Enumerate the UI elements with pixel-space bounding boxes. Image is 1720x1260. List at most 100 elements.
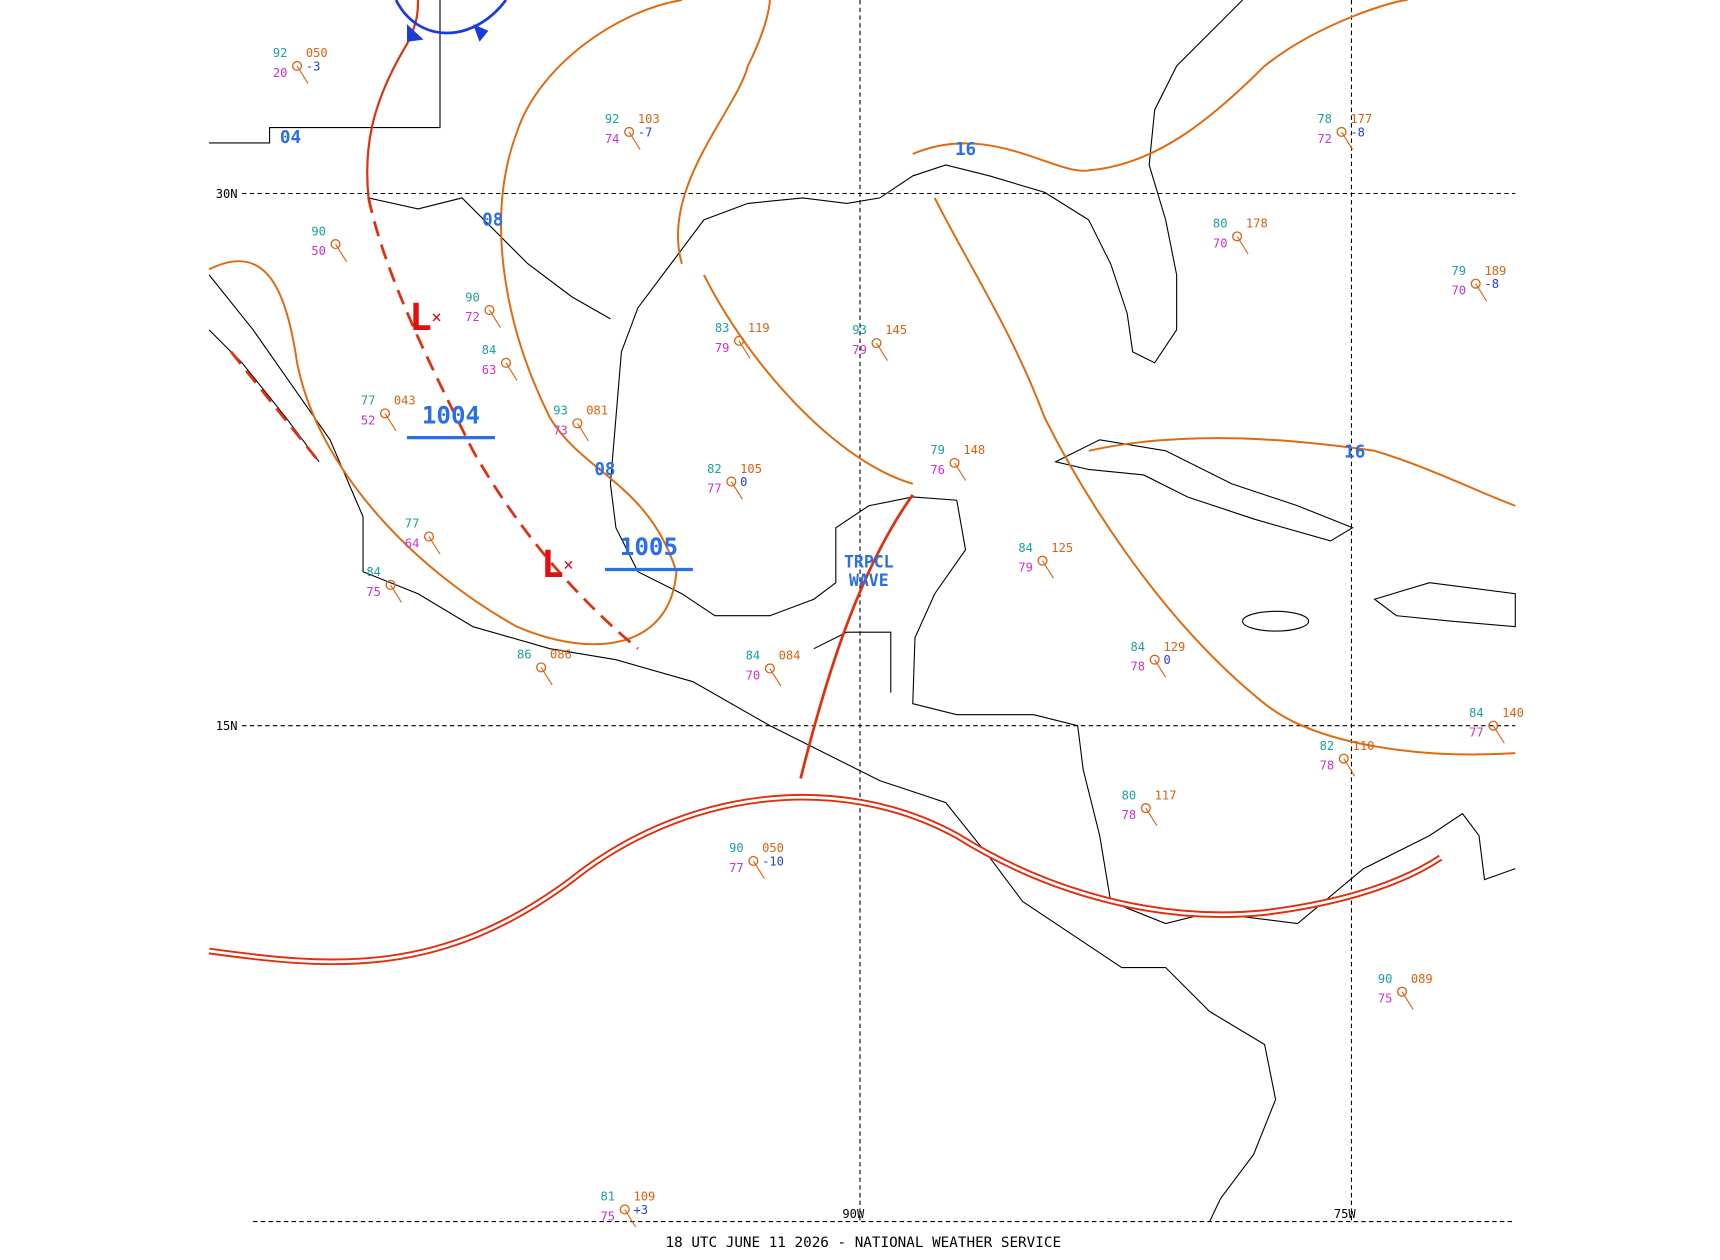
coastlines (208, 0, 1516, 1222)
station-temp: 77 (405, 517, 420, 531)
station-temp: 80 (1213, 217, 1228, 231)
analysis (208, 0, 1516, 966)
island (1242, 610, 1310, 632)
station (726, 476, 737, 487)
station-temp: 84 (1469, 706, 1484, 720)
station (536, 662, 547, 673)
station (949, 457, 960, 468)
station-dew: 72 (1317, 132, 1332, 146)
island (1054, 439, 1354, 542)
station-temp: 90 (311, 224, 326, 238)
pressure-value: 1004 (422, 401, 480, 429)
station-temp: 92 (273, 46, 288, 60)
station-dew: 77 (707, 482, 722, 496)
station-pres: 145 (885, 323, 907, 337)
station (871, 337, 882, 349)
station-dew: 70 (1452, 284, 1467, 298)
station-temp: 86 (517, 648, 532, 662)
coastline (609, 483, 1516, 925)
wind-barb (1492, 725, 1505, 744)
station-pres: 089 (1411, 972, 1433, 986)
station-temp: 80 (1122, 788, 1137, 802)
isobar (933, 197, 1516, 756)
station-temp: 82 (1320, 739, 1335, 753)
station (764, 663, 775, 674)
station-pres: 081 (586, 404, 608, 418)
station-dew: 75 (601, 1209, 616, 1223)
pressure-value: 1005 (620, 533, 678, 561)
station (1470, 278, 1481, 289)
station (385, 579, 396, 590)
wind-barb (505, 362, 518, 381)
station-dew: 50 (311, 244, 326, 258)
isobar (912, 0, 1408, 172)
station-dew: 77 (729, 861, 744, 875)
wind-barb (1475, 283, 1488, 302)
isobar (1088, 437, 1516, 507)
station-temp: 78 (1317, 112, 1332, 126)
station-temp: 83 (715, 321, 730, 335)
wind-barb (296, 65, 309, 84)
wind-barb (752, 860, 765, 879)
wind-barb (954, 462, 967, 481)
isobar-label: 08 (594, 460, 615, 480)
coastline (609, 0, 1244, 484)
station-pres: 119 (748, 321, 770, 335)
station (619, 1204, 630, 1215)
isobar (208, 0, 683, 646)
station-dew: 78 (1130, 660, 1145, 674)
wind-barb (624, 1209, 637, 1228)
wind-barb (428, 536, 441, 555)
station (624, 126, 635, 137)
wind-barb (335, 243, 348, 262)
station-temp: 90 (729, 841, 744, 855)
wind-barb (738, 340, 751, 359)
station (330, 239, 341, 250)
wind-barb (1401, 991, 1414, 1010)
grid: 30N 15N 90W 75W (216, 0, 1516, 1223)
lon-label: 75W (1334, 1207, 1357, 1221)
station-dew: 78 (1320, 759, 1335, 773)
station-pres: 103 (638, 112, 660, 126)
wave-label: TRPCL (844, 552, 894, 571)
station-pres: 125 (1051, 541, 1073, 555)
coastline (208, 329, 320, 463)
station-temp: 84 (746, 649, 761, 663)
footer: 18 UTC JUNE 11 2026 - NATIONAL WEATHER S… (666, 1235, 1062, 1251)
station-temp: 79 (930, 443, 945, 457)
station (484, 304, 495, 316)
station-dew: 70 (746, 668, 761, 682)
wind-barb (769, 668, 782, 687)
wind-barb (576, 423, 589, 442)
station-pres: 148 (963, 443, 985, 457)
station-dew: 75 (366, 585, 381, 599)
station (1338, 753, 1349, 764)
isobar-label: 16 (1344, 442, 1365, 462)
station-pres: 050 (762, 841, 784, 855)
isobar-label: 16 (955, 140, 976, 160)
wind-barb (1042, 560, 1054, 579)
lat-label: 30N (216, 187, 238, 201)
low-x: × (431, 308, 442, 328)
station (1149, 654, 1160, 665)
station-pres: 129 (1163, 640, 1185, 654)
front-marker (472, 24, 489, 42)
station-pres: 105 (740, 462, 762, 476)
isobar (676, 0, 914, 485)
station-tend: -8 (1485, 277, 1500, 291)
station-dew: 79 (715, 341, 730, 355)
station (734, 335, 745, 346)
itcz (208, 795, 1442, 964)
station-tend: -7 (638, 125, 653, 139)
wind-barb (540, 667, 553, 686)
station (1336, 126, 1347, 137)
low-symbol: L (409, 295, 432, 339)
wind-barb (1154, 659, 1167, 678)
station-pres: 177 (1350, 112, 1372, 126)
station-tend: +3 (634, 1203, 649, 1217)
station (748, 855, 759, 866)
isobar-label: 08 (482, 210, 503, 230)
front-marker (407, 24, 424, 42)
station-temp: 81 (601, 1190, 616, 1204)
